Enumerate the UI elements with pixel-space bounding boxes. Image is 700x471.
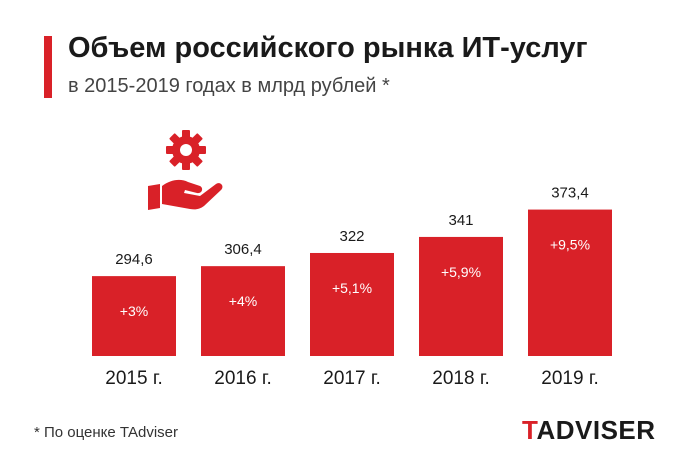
bar: [92, 276, 176, 356]
chart-subtitle: в 2015-2019 годах в млрд рублей *: [68, 75, 390, 97]
category-label: 2017 г.: [323, 368, 380, 389]
bar-value-label: 306,4: [224, 241, 262, 258]
bar-growth-label: +4%: [229, 293, 257, 309]
bar-growth-label: +5,9%: [441, 264, 481, 280]
category-label: 2016 г.: [214, 368, 271, 389]
bar-growth-label: +3%: [120, 303, 148, 319]
chart-title: Объем российского рынка ИТ-услуг: [68, 32, 588, 64]
bar: [310, 252, 394, 356]
bar-value-label: 341: [448, 212, 473, 229]
bar: [201, 266, 285, 356]
bar: [528, 209, 612, 356]
category-label: 2015 г.: [105, 368, 162, 389]
category-label: 2018 г.: [432, 368, 489, 389]
bar-value-label: 294,6: [115, 251, 153, 268]
bar-growth-label: +5,1%: [332, 280, 372, 296]
bar-value-label: 322: [339, 228, 364, 245]
gear-in-hand-icon: [140, 128, 230, 218]
footnote: * По оценке TAdviser: [34, 424, 178, 441]
bar-value-label: 373,4: [551, 185, 589, 202]
bar: [419, 236, 503, 356]
category-label: 2019 г.: [541, 368, 598, 389]
title-accent-bar: [44, 36, 52, 98]
tadviser-logo: TADVISER: [522, 415, 656, 445]
bar-growth-label: +9,5%: [550, 237, 590, 253]
